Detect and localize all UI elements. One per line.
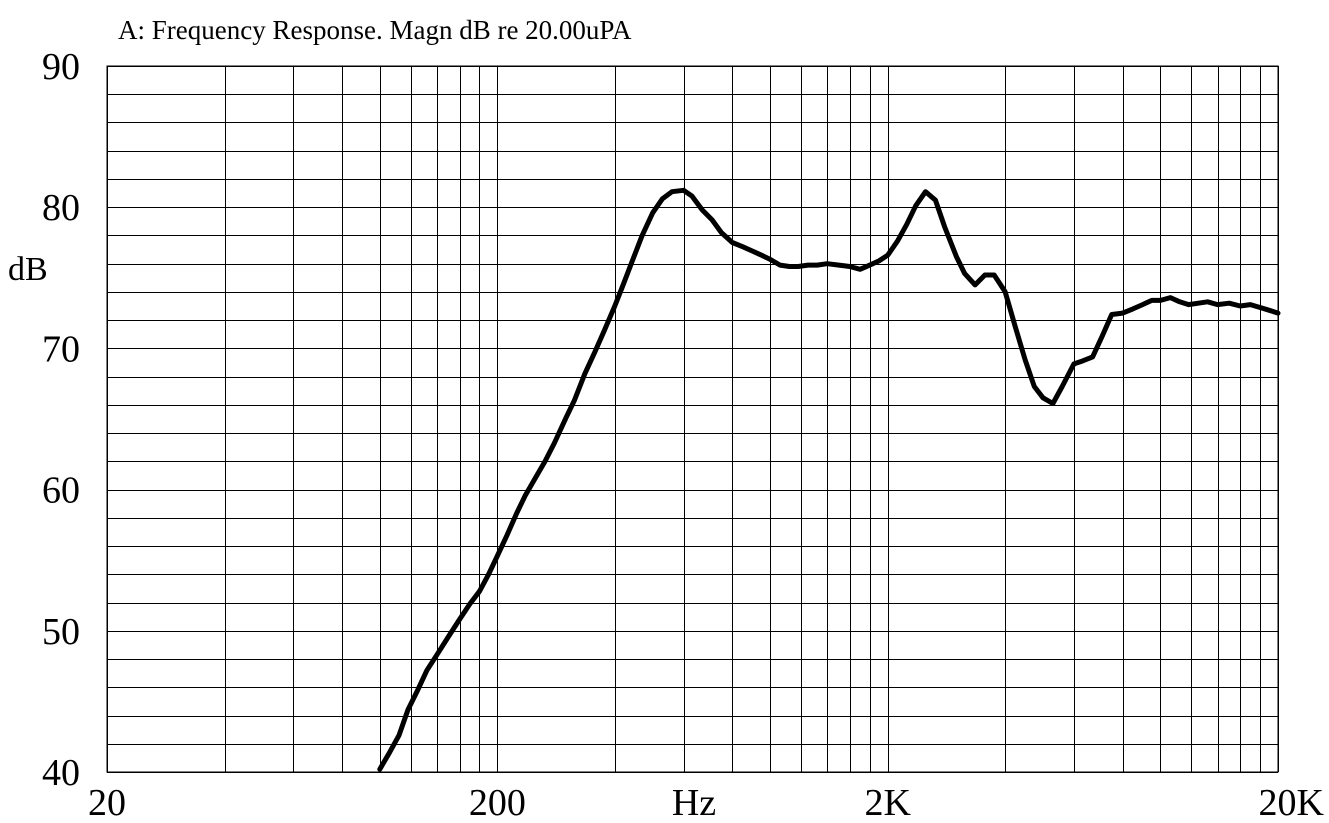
y-tick-labels: 40 50 60 70 80 90 xyxy=(42,46,80,794)
x-tick-label: 20K xyxy=(1259,782,1325,823)
x-tick-label: 200 xyxy=(469,782,526,823)
x-axis-label: Hz xyxy=(672,782,716,823)
plot-grid xyxy=(107,66,1279,773)
chart-title: A: Frequency Response. Magn dB re 20.00u… xyxy=(118,15,632,45)
y-tick-label: 60 xyxy=(42,470,80,512)
series-group xyxy=(377,187,1281,772)
x-tick-label: 20 xyxy=(88,782,126,823)
y-tick-label: 70 xyxy=(42,328,80,370)
plot-frame xyxy=(106,65,1279,773)
y-tick-label: 80 xyxy=(42,187,80,229)
x-tick-labels: 20 200 2K 20K xyxy=(88,782,1325,823)
frequency-response-line xyxy=(377,187,1281,772)
y-tick-label: 90 xyxy=(42,46,80,88)
x-tick-label: 2K xyxy=(864,782,911,823)
y-tick-label: 50 xyxy=(42,611,80,653)
y-tick-label: 40 xyxy=(42,752,80,794)
y-axis-label: dB xyxy=(8,251,48,288)
